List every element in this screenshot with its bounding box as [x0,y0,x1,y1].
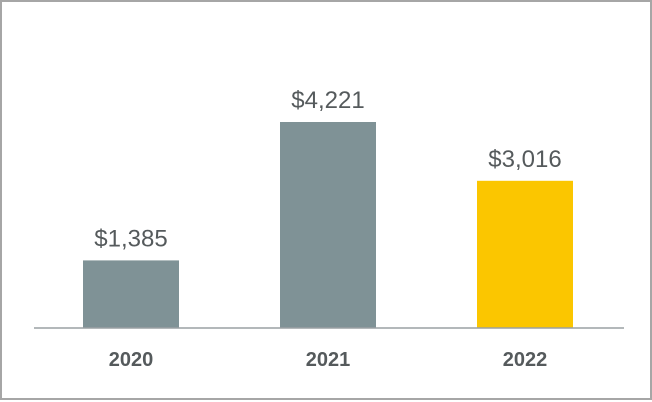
x-tick-label-2020: 2020 [109,349,154,371]
data-label-2022: $3,016 [488,146,561,173]
bar-2021 [280,122,376,328]
data-label-2021: $4,221 [291,87,364,114]
bar-2020 [83,260,179,328]
x-tick-label-2021: 2021 [306,349,351,371]
data-label-2020: $1,385 [94,225,167,252]
bar-2022 [477,180,573,328]
x-tick-label-2022: 2022 [503,349,548,371]
